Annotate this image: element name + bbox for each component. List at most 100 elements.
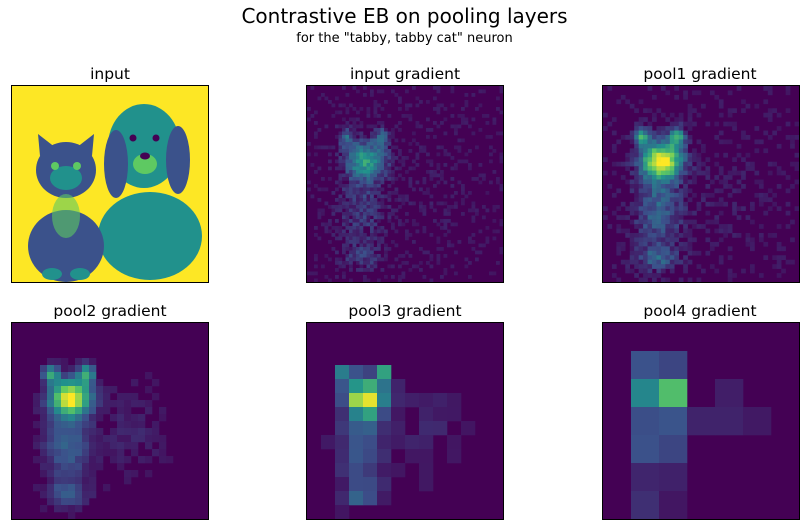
- panel1-cell: [492, 208, 497, 213]
- panel2-cell: [696, 250, 702, 256]
- panel2-cell: [687, 126, 693, 131]
- panel-pool3-gradient: [306, 322, 504, 520]
- panel2-cell: [669, 224, 675, 229]
- panel2-cell: [643, 228, 648, 234]
- panel1-cell: [475, 257, 479, 262]
- panel2-cell: [763, 86, 769, 91]
- panel1-cell: [370, 180, 374, 185]
- panel3-cell: [110, 386, 118, 394]
- panel1-cell: [363, 180, 367, 185]
- panel3-cell: [131, 435, 139, 443]
- panel3-cell: [47, 386, 55, 394]
- panel1-cell: [342, 233, 346, 237]
- panel1-cell: [380, 128, 385, 132]
- panel1-cell: [443, 222, 448, 227]
- panel3-cell: [96, 463, 104, 471]
- panel1-cell: [335, 135, 339, 139]
- panel1-cell: [443, 233, 448, 237]
- panel2-cell: [629, 161, 635, 167]
- panel1-cell: [492, 271, 497, 276]
- panel1-cell: [436, 222, 441, 227]
- panel1-cell: [363, 222, 367, 227]
- panel1-cell: [345, 135, 350, 139]
- panel2-cell: [669, 268, 675, 274]
- panel1-cell: [384, 145, 388, 150]
- panel2-cell: [692, 121, 697, 127]
- panel1-cell: [377, 236, 381, 241]
- panel3-cell: [82, 498, 90, 506]
- panel2-cell: [665, 139, 671, 145]
- panel1-cell: [359, 149, 364, 153]
- panel1-cell: [461, 114, 465, 118]
- puppy-left-eye: [129, 134, 137, 142]
- panel3-cell: [131, 470, 139, 478]
- panel2-cell: [669, 112, 675, 118]
- panel2-cell: [758, 184, 764, 189]
- panel2-cell: [656, 259, 662, 265]
- panel2-cell: [714, 188, 720, 194]
- panel2-cell: [638, 210, 644, 216]
- panel2-cell: [678, 192, 684, 198]
- panel2-cell: [714, 121, 720, 127]
- panel2-cell: [674, 86, 680, 91]
- panel1-cell: [377, 173, 381, 178]
- panel2-cell: [683, 224, 688, 229]
- panel3-cell: [47, 421, 55, 429]
- panel2-cell: [687, 117, 693, 122]
- panel1-cell: [398, 159, 402, 164]
- panel1-cell: [349, 205, 353, 209]
- panel1-cell: [338, 261, 343, 265]
- panel2-cell: [656, 224, 662, 229]
- panel1-cell: [412, 166, 416, 171]
- panel1-cell: [377, 159, 381, 164]
- panel3-cell: [68, 512, 76, 519]
- panel1-cell: [373, 264, 378, 269]
- panel2-cell: [683, 192, 688, 198]
- panel1-cell: [377, 201, 381, 206]
- panel1-cell: [496, 229, 500, 234]
- panel1-cell: [496, 107, 500, 111]
- panel1-cell: [342, 117, 346, 122]
- panel2-cell: [656, 130, 662, 136]
- panel3-cell: [54, 358, 62, 366]
- panel1-cell: [359, 135, 364, 139]
- panel1-cell: [377, 240, 381, 244]
- panel2-cell: [687, 228, 693, 234]
- panel2-cell: [652, 148, 657, 154]
- panel1-cell: [429, 233, 434, 237]
- panel2-cell: [625, 157, 631, 163]
- panel2-cell: [638, 121, 644, 127]
- panel1-cell: [387, 198, 392, 202]
- panel1-cell: [426, 117, 430, 122]
- panel2-cell: [660, 192, 666, 198]
- panel2-cell: [669, 143, 675, 149]
- panel2-cell: [665, 233, 671, 238]
- panel2-cell: [674, 228, 680, 234]
- panel3-cell: [75, 358, 83, 366]
- panel3-cell: [54, 449, 62, 457]
- panel1-cell: [338, 156, 343, 160]
- panel2-cell: [687, 277, 693, 282]
- panel1-cell: [471, 201, 476, 206]
- panel2-cell: [718, 99, 724, 105]
- panel2-cell: [683, 135, 688, 140]
- panel2-cell: [674, 139, 680, 145]
- panel1-cell: [401, 194, 406, 199]
- panel2-cell: [620, 201, 626, 207]
- panel2-cell: [616, 224, 622, 229]
- panel1-cell: [377, 229, 381, 234]
- panel1-cell: [377, 114, 381, 118]
- panel2-cell: [616, 250, 622, 256]
- panel2-cell: [656, 273, 662, 278]
- kitten-right-paw: [70, 268, 90, 280]
- panel3-cell: [54, 477, 62, 485]
- panel1-cell: [335, 229, 339, 234]
- panel2-cell: [687, 121, 693, 127]
- panel2-cell: [794, 206, 799, 212]
- panel1-cell: [317, 198, 322, 202]
- panel3-cell: [47, 442, 55, 450]
- panel2-cell: [660, 277, 666, 282]
- panel2-cell: [692, 152, 697, 158]
- panel1-cell: [373, 131, 378, 136]
- panel1-cell: [324, 226, 329, 230]
